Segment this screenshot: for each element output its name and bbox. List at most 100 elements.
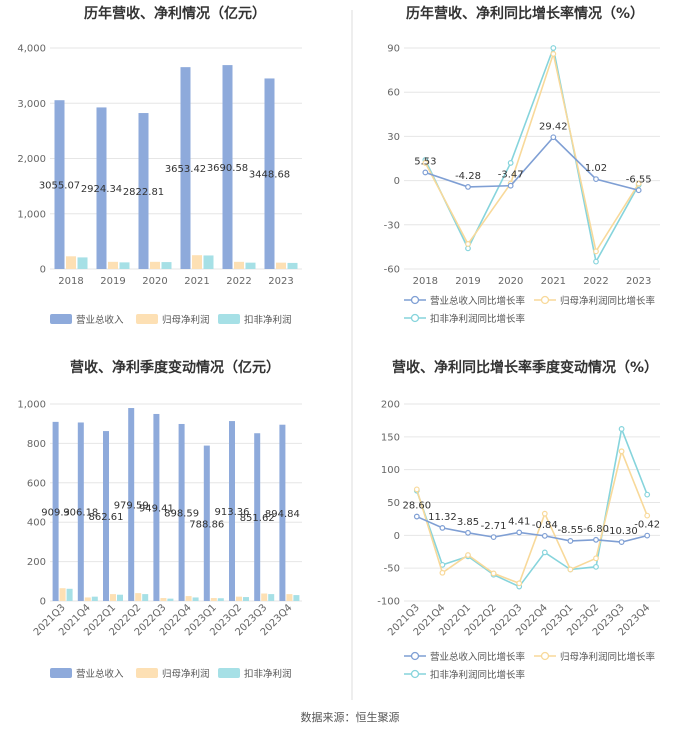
annual-line-y-tick-label: 90 bbox=[387, 44, 400, 55]
annual-bar-x-tick-label: 2023 bbox=[268, 276, 293, 287]
annual-line-x-tick-label: 2021 bbox=[541, 276, 566, 287]
annual-line-line-series2 bbox=[424, 50, 640, 254]
annual-line-y-tick-label: 30 bbox=[387, 132, 400, 143]
quarter-line-y-tick-label: 150 bbox=[381, 432, 400, 443]
annual-bar-x-tick-label: 2019 bbox=[100, 276, 125, 287]
quarter-line-point-series2 bbox=[516, 580, 523, 587]
quarter-bar-bar-series3 bbox=[91, 596, 98, 601]
source-text: 数据来源：恒生聚源 bbox=[301, 710, 400, 724]
quarter-line-data-label: 4.41 bbox=[508, 516, 530, 527]
quarter-bar-y-tick-label: 0 bbox=[40, 597, 46, 608]
annual-bar-legend-label: 扣非净利润 bbox=[244, 314, 292, 326]
annual-bar-bar-series2 bbox=[150, 261, 160, 269]
quarter-line-legend-marker bbox=[410, 651, 420, 661]
quarter-bar-title: 营收、净利季度变动情况（亿元） bbox=[70, 359, 280, 376]
quarter-bar-data-label: 788.86 bbox=[189, 519, 224, 530]
quarter-line-point-series2 bbox=[541, 510, 548, 517]
annual-line-point-series2 bbox=[635, 180, 642, 187]
quarter-bar-bar-series2 bbox=[210, 598, 217, 601]
quarter-bar-bar-series2 bbox=[261, 593, 268, 601]
annual-line-point-series1 bbox=[593, 176, 599, 182]
quarter-line-point-series1 bbox=[465, 529, 471, 536]
annual-line-data-label: 1.02 bbox=[585, 163, 607, 174]
annual-line-legend-marker bbox=[410, 295, 420, 305]
quarter-line-point-series1 bbox=[567, 538, 574, 544]
quarter-line-y-tick-label: 100 bbox=[381, 465, 400, 476]
annual-line-title: 历年营收、净利同比增长率情况（%） bbox=[406, 5, 644, 22]
quarter-bar-data-label: 898.59 bbox=[164, 508, 199, 519]
quarter-bar-bar-series2 bbox=[84, 597, 91, 601]
annual-line-data-label: 29.42 bbox=[539, 121, 568, 132]
quarter-line-point-series1 bbox=[413, 513, 420, 520]
annual-bar-y-tick-label: 3,000 bbox=[17, 99, 46, 110]
quarter-bar-data-label: 909.3 bbox=[41, 507, 70, 518]
quarter-bar-bar-series2 bbox=[59, 588, 66, 601]
annual-bar-bar-series1 bbox=[54, 100, 65, 269]
annual-bar-y-tick-label: 1,000 bbox=[17, 209, 46, 220]
quarter-bar-bar-series1 bbox=[77, 422, 84, 601]
annual-line-point-series2 bbox=[550, 50, 557, 57]
quarter-bar-bar-series3 bbox=[293, 595, 300, 601]
annual-bar-bar-series3 bbox=[77, 257, 88, 269]
annual-bar-bar-series3 bbox=[287, 262, 298, 269]
quarter-line-point-series1 bbox=[516, 529, 523, 536]
annual-bar-bar-series1 bbox=[180, 67, 191, 269]
quarter-line-y-tick-label: -100 bbox=[377, 597, 400, 608]
annual-bar-data-label: 2822.81 bbox=[123, 187, 164, 198]
annual-bar-x-tick-label: 2021 bbox=[184, 276, 209, 287]
annual-line-point-series1 bbox=[635, 187, 642, 194]
annual-line-legend-label: 归母净利润同比增长率 bbox=[560, 295, 656, 307]
annual-line-line-series1 bbox=[425, 136, 639, 192]
annual-line-x-tick-label: 2020 bbox=[498, 276, 523, 287]
annual-line-point-series1 bbox=[550, 134, 557, 141]
quarter-bar-y-tick-label: 800 bbox=[27, 439, 46, 450]
quarter-bar-y-tick-label: 600 bbox=[27, 478, 46, 489]
quarter-bar-bar-series1 bbox=[103, 431, 109, 601]
annual-bar-data-label: 3055.07 bbox=[39, 181, 80, 192]
annual-bar-legend-swatch bbox=[50, 314, 72, 324]
quarter-bar-bar-series2 bbox=[160, 598, 167, 601]
quarter-line-title: 营收、净利同比增长率季度变动情况（%） bbox=[392, 359, 658, 376]
quarter-bar-bar-series3 bbox=[66, 588, 73, 601]
quarter-bar-data-label: 894.84 bbox=[265, 509, 300, 520]
quarter-line-data-label: 28.60 bbox=[402, 501, 431, 512]
annual-line-point-series1 bbox=[422, 169, 429, 176]
quarter-bar-legend-label: 扣非净利润 bbox=[244, 668, 292, 680]
quarter-line-point-series1 bbox=[490, 534, 497, 541]
quarter-bar-bar-series3 bbox=[142, 594, 149, 601]
annual-bar-y-tick-label: 2,000 bbox=[17, 154, 46, 165]
annual-line-y-tick-label: -60 bbox=[384, 265, 400, 276]
annual-bar-bar-series2 bbox=[192, 255, 202, 269]
annual-bar-y-tick-label: 4,000 bbox=[17, 44, 46, 55]
annual-bar-title: 历年营收、净利情况（亿元） bbox=[84, 5, 266, 22]
quarter-bar-data-label: 862.61 bbox=[89, 512, 124, 523]
quarter-bar-bar-series3 bbox=[268, 594, 275, 601]
quarter-line-line-series1 bbox=[416, 515, 648, 543]
quarter-line-point-series1 bbox=[593, 536, 599, 543]
quarter-line-line-series2 bbox=[416, 448, 648, 585]
annual-line-legend-label: 营业总收入同比增长率 bbox=[430, 295, 526, 307]
quarter-line-y-tick-label: 200 bbox=[381, 400, 400, 411]
quarter-line-y-tick-label: 0 bbox=[394, 531, 400, 542]
annual-line-point-series3 bbox=[550, 45, 557, 51]
quarter-bar-bar-series2 bbox=[236, 596, 242, 601]
quarter-line-y-tick-label: 50 bbox=[387, 498, 400, 509]
quarter-bar-bar-series1 bbox=[128, 408, 135, 601]
annual-line-x-tick-label: 2023 bbox=[626, 276, 651, 287]
quarter-line-line-series3 bbox=[416, 426, 648, 588]
quarter-line-data-label: 3.85 bbox=[457, 517, 479, 528]
quarter-bar-bar-series1 bbox=[279, 424, 286, 601]
quarter-line-legend-label: 扣非净利润同比增长率 bbox=[430, 669, 526, 681]
annual-line-point-series1 bbox=[507, 182, 514, 189]
quarter-bar-bar-series1 bbox=[229, 421, 235, 601]
annual-bar-bar-series3 bbox=[245, 262, 256, 269]
annual-line-point-series2 bbox=[593, 248, 599, 255]
annual-line-x-tick-label: 2022 bbox=[583, 276, 608, 287]
quarter-line-point-series2 bbox=[439, 569, 446, 576]
quarter-line-y-tick-label: -50 bbox=[384, 564, 400, 575]
annual-line-point-series3 bbox=[593, 258, 599, 265]
annual-line-data-label: -4.28 bbox=[455, 171, 481, 182]
quarter-bar-bar-series2 bbox=[110, 594, 116, 601]
quarter-line-point-series2 bbox=[618, 448, 625, 455]
